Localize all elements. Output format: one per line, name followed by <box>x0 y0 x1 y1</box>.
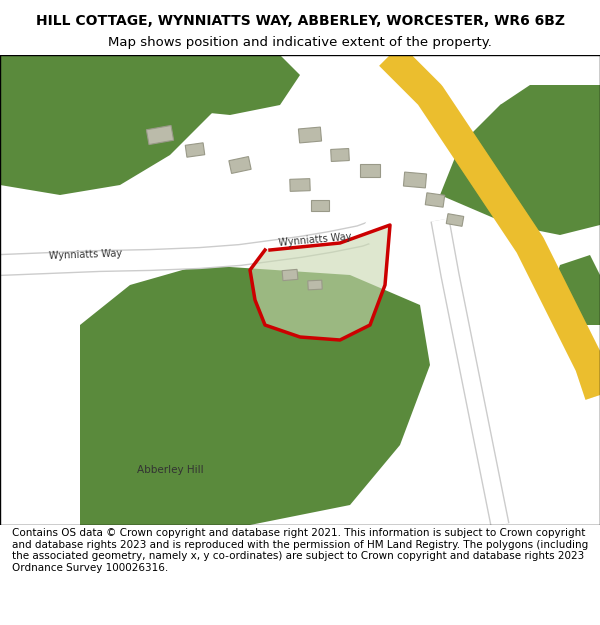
Bar <box>308 280 322 290</box>
Bar <box>311 199 329 211</box>
Polygon shape <box>550 255 600 325</box>
Text: Wynniatts Way: Wynniatts Way <box>48 249 122 261</box>
Text: Map shows position and indicative extent of the property.: Map shows position and indicative extent… <box>108 36 492 49</box>
Bar <box>229 157 251 173</box>
Bar <box>403 172 427 188</box>
Bar <box>185 142 205 158</box>
Polygon shape <box>80 265 430 525</box>
Bar <box>425 192 445 208</box>
Bar <box>298 127 322 143</box>
Text: Contains OS data © Crown copyright and database right 2021. This information is : Contains OS data © Crown copyright and d… <box>12 528 588 572</box>
Text: Wynniatts Way: Wynniatts Way <box>278 232 352 248</box>
Circle shape <box>365 210 405 250</box>
Text: HILL COTTAGE, WYNNIATTS WAY, ABBERLEY, WORCESTER, WR6 6BZ: HILL COTTAGE, WYNNIATTS WAY, ABBERLEY, W… <box>35 14 565 28</box>
Bar <box>282 269 298 281</box>
Bar <box>331 149 349 161</box>
Polygon shape <box>440 85 600 235</box>
Polygon shape <box>250 225 390 340</box>
Text: Abberley Hill: Abberley Hill <box>137 465 203 475</box>
Bar <box>290 179 310 191</box>
Bar <box>360 164 380 176</box>
Polygon shape <box>500 85 590 130</box>
Bar <box>446 214 464 226</box>
Polygon shape <box>0 55 240 195</box>
Polygon shape <box>130 55 300 115</box>
Bar <box>146 126 173 144</box>
